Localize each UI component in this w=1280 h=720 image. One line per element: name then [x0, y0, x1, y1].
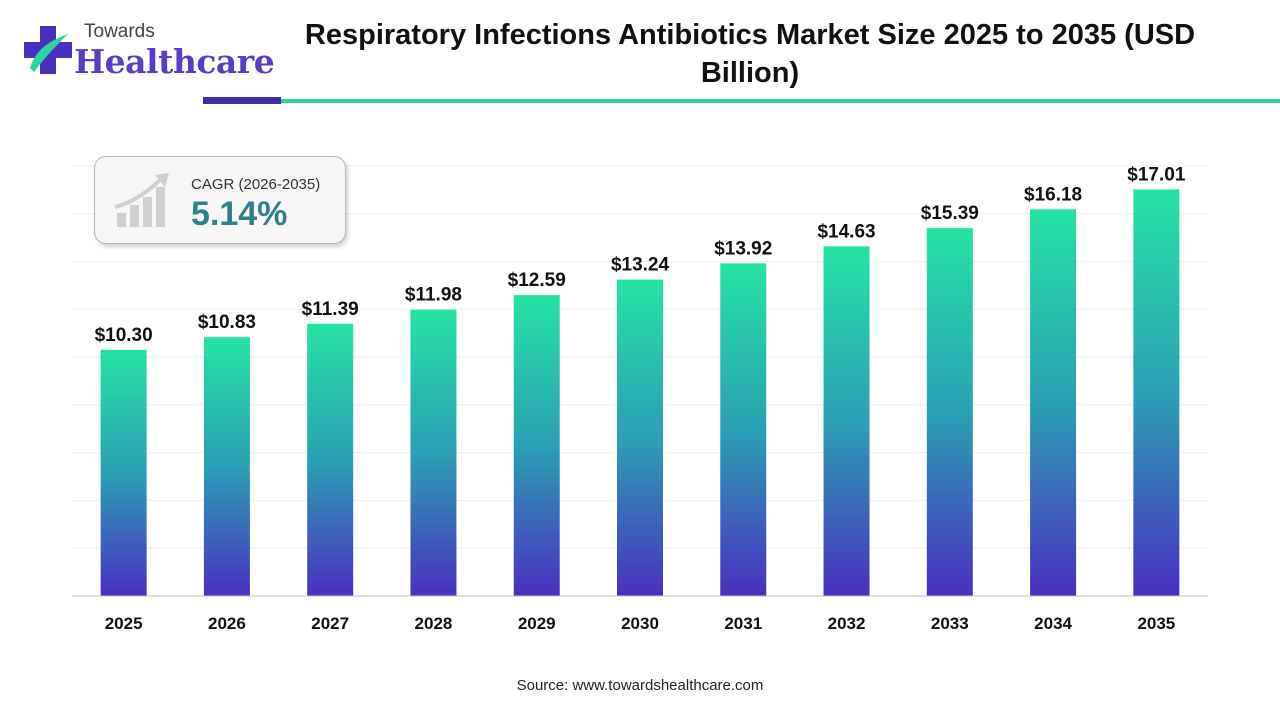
bar-2032: [823, 246, 870, 596]
cagr-callout: CAGR (2026-2035) 5.14%: [94, 156, 346, 244]
bar-2030: [617, 279, 663, 596]
brand-logo: Towards Healthcare: [22, 18, 275, 88]
cagr-value: 5.14%: [191, 195, 288, 233]
value-label-2031: $13.92: [714, 238, 772, 259]
x-tick-2035: 2035: [1137, 614, 1175, 633]
chart-bars: [100, 189, 1180, 596]
cagr-label: CAGR (2026-2035): [191, 176, 321, 193]
bar-2031: [720, 263, 767, 596]
value-label-2035: $17.01: [1127, 164, 1186, 185]
value-label-2030: $13.24: [611, 255, 670, 276]
bar-2026: [203, 337, 250, 596]
value-label-2027: $11.39: [302, 299, 359, 320]
x-tick-2032: 2032: [828, 614, 866, 633]
x-tick-2031: 2031: [724, 614, 762, 633]
chart-title: Respiratory Infections Antibiotics Marke…: [304, 19, 1196, 89]
title-rule: [281, 99, 1280, 103]
bar-2034: [1030, 209, 1077, 596]
title-rule-accent: [203, 97, 281, 104]
value-label-2034: $16.18: [1024, 184, 1082, 205]
value-label-2025: $10.30: [95, 325, 153, 346]
bar-2028: [410, 309, 457, 596]
x-tick-labels: 2025 2026 2027 2028 2029 2030 2031 2032 2033 2034…: [105, 614, 1176, 633]
value-label-2026: $10.83: [198, 312, 256, 333]
value-label-2028: $11.98: [405, 285, 462, 306]
value-labels: $10.30 $10.83 $11.39 $11.98 $12.59 $13.24 $13.…: [95, 164, 1186, 345]
value-label-2029: $12.59: [508, 270, 566, 291]
bar-2033: [926, 228, 973, 596]
value-label-2032: $14.63: [817, 221, 875, 242]
source-note: Source: www.towardshealthcare.com: [516, 677, 764, 694]
bar-2027: [307, 323, 354, 596]
x-tick-2030: 2030: [621, 614, 659, 633]
bar-2029: [513, 295, 560, 596]
brand-line2: Healthcare: [74, 42, 275, 81]
brand-line1: Towards: [84, 21, 155, 42]
x-tick-2033: 2033: [931, 614, 969, 633]
growth-chart-icon: [114, 173, 169, 227]
x-tick-2028: 2028: [415, 614, 453, 633]
value-label-2033: $15.39: [921, 203, 979, 224]
x-tick-2027: 2027: [311, 614, 349, 633]
x-tick-2029: 2029: [518, 614, 556, 633]
medical-cross-icon: [24, 26, 72, 74]
x-tick-2034: 2034: [1034, 614, 1072, 633]
bar-2035: [1133, 189, 1180, 596]
x-tick-2026: 2026: [208, 614, 246, 633]
bar-2025: [100, 349, 147, 596]
x-tick-2025: 2025: [105, 614, 143, 633]
